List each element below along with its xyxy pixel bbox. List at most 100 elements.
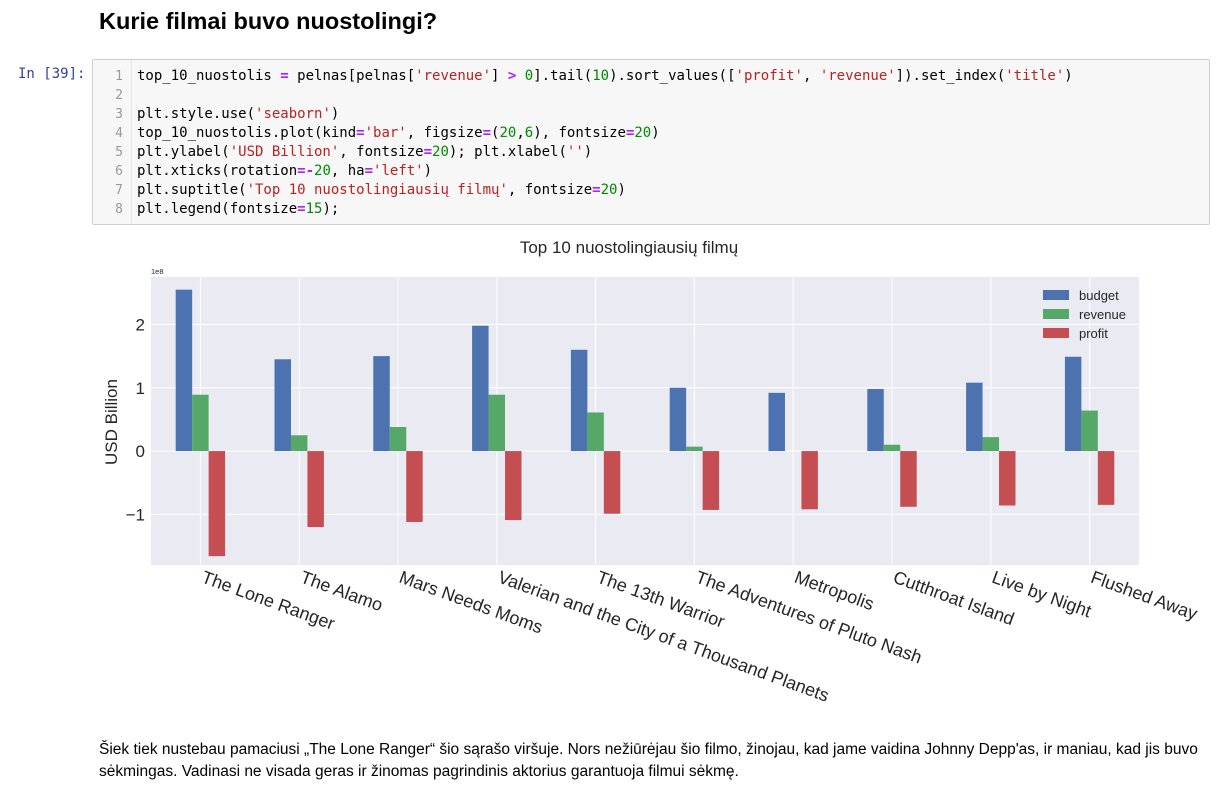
code-token: 'Top 10 nuostolingiausių filmų': [246, 182, 508, 198]
code-token: plt.suptitle(: [137, 182, 247, 198]
code-token: plt.xticks(rotation: [137, 163, 298, 179]
bar-profit: [900, 451, 917, 507]
legend-label: profit: [1079, 326, 1108, 341]
code-token: (: [491, 125, 500, 141]
code-token: 'bar': [364, 125, 407, 141]
line-number: 3: [115, 107, 123, 122]
code-token: ]: [491, 68, 508, 84]
line-number: 4: [115, 126, 123, 141]
bar-budget: [570, 349, 588, 452]
code-token: , fontsize: [507, 182, 593, 198]
code-token: =-: [297, 163, 315, 179]
code-token: 0: [524, 68, 534, 84]
legend: budget revenue profit: [1043, 288, 1126, 341]
y-tick-labels: −1 0 1 2: [126, 315, 145, 524]
code-token: plt.ylabel(: [137, 144, 230, 160]
code-line: 5 plt.ylabel('USD Billion', fontsize=20);…: [93, 143, 592, 162]
bar-profit: [208, 451, 226, 557]
code-token: ,: [802, 68, 820, 84]
bar-budget: [669, 387, 687, 452]
code-text: plt.legend(fontsize=15);: [137, 200, 339, 219]
explanation-paragraph: Šiek tiek nustebau pamaciusi „The Lone R…: [99, 741, 1198, 780]
bar-profit: [1097, 451, 1115, 505]
code-token: 6: [524, 125, 534, 141]
code-line: 8 plt.legend(fontsize=15);: [93, 200, 339, 219]
code-token: plt.style.use(: [137, 106, 256, 122]
legend-swatch-revenue: [1043, 309, 1069, 319]
bar-revenue: [290, 435, 308, 452]
code-token: pelnas[pelnas[: [288, 68, 416, 84]
code-token: 20: [499, 125, 517, 141]
bar-revenue: [488, 394, 506, 452]
line-number: 1: [115, 69, 123, 84]
code-token: 20: [634, 125, 652, 141]
y-tick-label: 2: [136, 315, 145, 334]
code-token: , fontsize: [339, 144, 424, 160]
code-token: top_10_nuostolis.plot(kind: [137, 125, 357, 141]
legend-label: revenue: [1079, 307, 1126, 322]
code-text: plt.style.use('seaborn'): [137, 105, 339, 124]
code-token: ]).set_index(: [895, 68, 1006, 84]
bar-profit: [505, 451, 522, 521]
code-token: );: [322, 201, 340, 217]
legend-label: budget: [1079, 288, 1119, 303]
scale-label: 1e8: [151, 267, 164, 276]
bars: [175, 289, 1115, 557]
code-token: , figsize: [406, 125, 483, 141]
code-token: =: [423, 144, 433, 160]
y-axis-label: USD Billion: [102, 379, 121, 465]
code-token: =: [592, 182, 601, 198]
code-token: 'revenue': [819, 68, 896, 84]
code-token: '': [566, 144, 584, 160]
code-cell[interactable]: 1 top_10_nuostolis = pelnas[pelnas[ 'reven…: [92, 59, 1210, 225]
code-text: top_10_nuostolis.plot(kind='bar', figsiz…: [137, 124, 660, 143]
bar-budget: [175, 289, 193, 452]
bar-revenue: [1081, 410, 1098, 452]
section-heading: Kurie filmai buvo nuostolingi?: [99, 8, 438, 34]
bar-profit: [702, 451, 720, 510]
bar-budget: [274, 359, 291, 452]
legend-swatch-profit: [1043, 328, 1069, 338]
code-line: 6 plt.xticks(rotation=-20, ha='left'): [93, 162, 432, 181]
code-text: top_10_nuostolis = pelnas[pelnas[ 'revenu…: [137, 67, 1073, 86]
x-tick-label: Flushed Away: [1088, 567, 1200, 624]
code-token: top_10_nuostolis: [137, 68, 281, 84]
chart-title: Top 10 nuostolingiausių filmų: [520, 238, 738, 257]
code-line: 3 plt.style.use('seaborn'): [93, 105, 339, 124]
code-token: ): [617, 182, 626, 198]
bar-revenue: [686, 446, 703, 452]
code-line: 2: [93, 86, 123, 105]
code-line: 7 plt.suptitle('Top 10 nuostolingiausių f…: [93, 181, 626, 200]
bar-revenue: [982, 437, 1000, 452]
code-line: 4 top_10_nuostolis.plot(kind='bar', figsi…: [93, 124, 660, 143]
code-token: =: [625, 125, 635, 141]
bar-profit: [406, 451, 423, 522]
bar-revenue: [389, 427, 407, 452]
line-number: 8: [115, 202, 123, 217]
line-number: 2: [115, 88, 123, 103]
code-token: 15: [305, 201, 323, 217]
bar-revenue: [883, 444, 901, 452]
bar-profit: [801, 451, 818, 510]
code-text: plt.suptitle('Top 10 nuostolingiausių fi…: [137, 181, 626, 200]
code-token: =: [356, 125, 365, 141]
code-token: =: [280, 68, 289, 84]
legend-swatch-budget: [1043, 290, 1069, 300]
y-tick-label: 0: [136, 442, 145, 461]
code-token: 'title': [1005, 68, 1065, 84]
bar-budget: [472, 325, 489, 452]
code-token: 20: [600, 182, 618, 198]
y-tick-label: −1: [126, 505, 145, 524]
y-tick-label: 1: [136, 379, 145, 398]
code-token: =: [364, 163, 374, 179]
code-token: ): [651, 125, 660, 141]
code-token: ), fontsize: [533, 125, 626, 141]
code-token: ); plt.xlabel(: [448, 144, 567, 160]
bar-budget: [768, 392, 785, 452]
bar-budget: [867, 389, 884, 452]
code-token: 'profit': [735, 68, 803, 84]
code-token: ): [583, 144, 593, 160]
bar-profit: [307, 451, 324, 528]
